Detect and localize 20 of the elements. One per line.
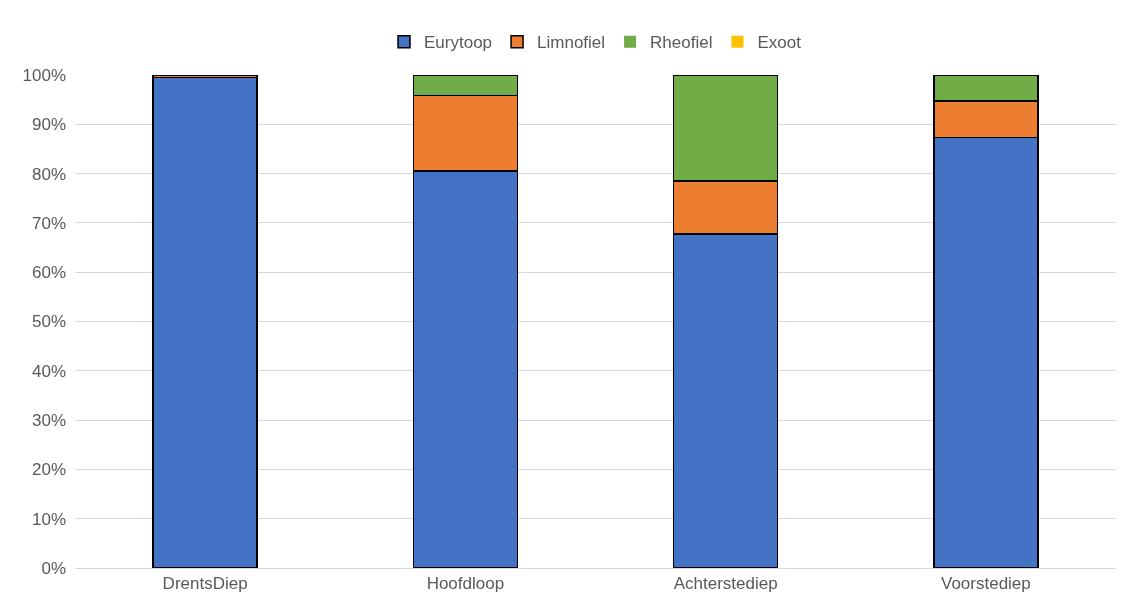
x-tick-label: Voorstediep: [940, 574, 1031, 594]
y-tick-label: 40%: [31, 361, 66, 381]
y-tick-label: 20%: [31, 460, 66, 480]
y-tick-label: 50%: [31, 312, 66, 332]
x-tick-label: DrentsDiep: [162, 574, 248, 594]
y-tick-label: 90%: [31, 115, 66, 135]
legend-label: Exoot: [757, 33, 802, 53]
y-tick-label: 30%: [31, 411, 66, 431]
x-tick-label: Hoofdloop: [426, 574, 505, 594]
x-tick-label: Achterstediep: [673, 574, 778, 594]
y-tick-label: 100%: [22, 65, 66, 85]
y-tick-label: 10%: [31, 509, 66, 529]
y-tick-label: 70%: [31, 213, 66, 233]
bar: [152, 76, 258, 568]
legend-label: Rheofiel: [650, 33, 713, 53]
y-tick-label: 60%: [31, 263, 66, 283]
y-tick-label: 80%: [31, 164, 66, 184]
legend-label: Eurytoop: [424, 33, 493, 53]
legend-label: Limnofiel: [537, 33, 606, 53]
y-tick-label: 0%: [41, 558, 66, 578]
